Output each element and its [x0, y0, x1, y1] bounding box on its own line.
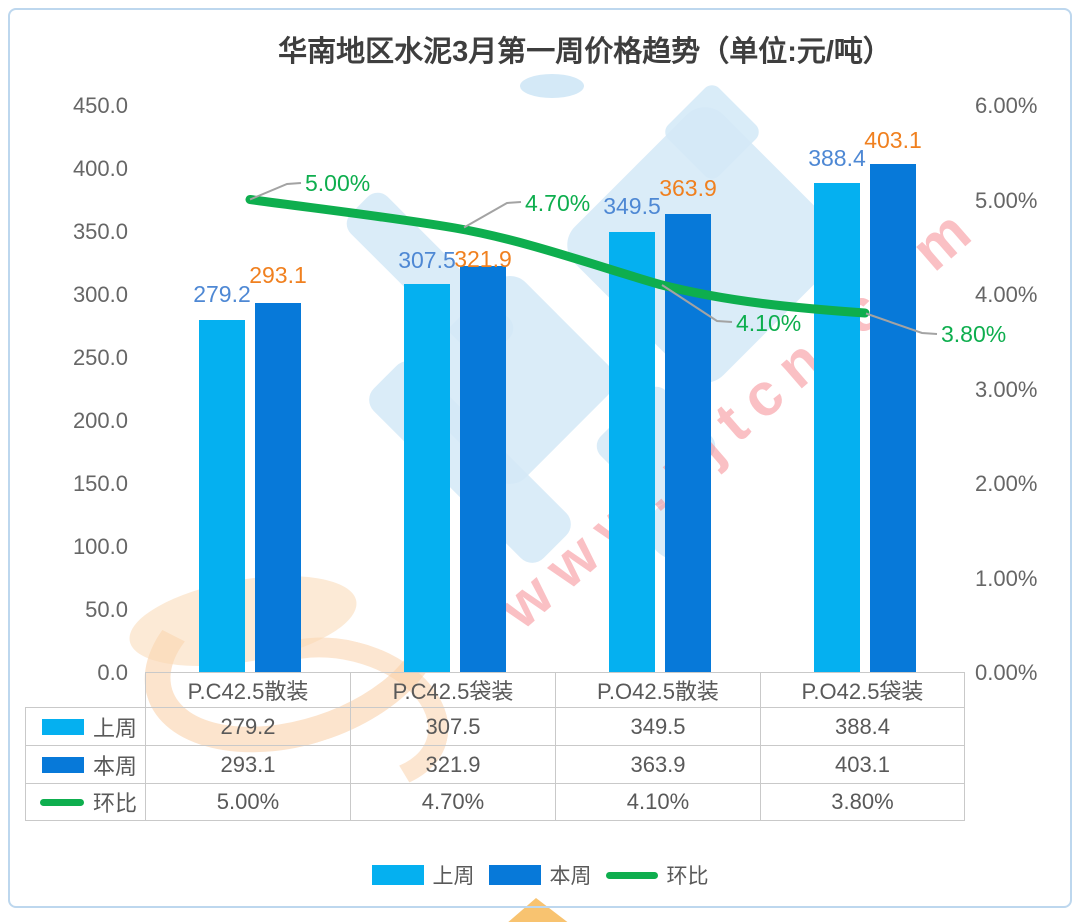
- data-label-this-2: 321.9: [454, 246, 512, 272]
- series-name: 环比: [92, 791, 137, 816]
- watermark-triangle-icon: [506, 898, 570, 922]
- prev-week-swatch-icon: [371, 865, 424, 885]
- table-header-cell: P.C42.5散装: [145, 672, 350, 707]
- table-cell: 4.10%: [555, 783, 760, 821]
- table-cell: 5.00%: [145, 783, 350, 821]
- table-cell: 388.4: [760, 707, 965, 745]
- data-label-this-4: 403.1: [864, 127, 922, 153]
- bar-prev-week-4: [814, 183, 860, 672]
- table-cell: 349.5: [555, 707, 760, 745]
- pct-annotation-1: 5.00%: [305, 170, 371, 196]
- right-axis-tick: 2.00%: [975, 471, 1038, 496]
- right-axis-tick: 3.00%: [975, 377, 1038, 402]
- left-axis-tick: 100.0: [72, 534, 128, 559]
- table-cell: 307.5: [350, 707, 555, 745]
- left-axis-tick: 400.0: [72, 156, 128, 181]
- legend-item-prev-week: 上周: [371, 860, 475, 890]
- table-row-header-pct-change: 环比: [25, 783, 145, 821]
- bar-this-week-3: [665, 214, 711, 672]
- table-cell: 4.70%: [350, 783, 555, 821]
- left-axis-tick: 450.0: [72, 93, 128, 118]
- left-axis-tick: 0.0: [97, 660, 128, 685]
- table-header-cell: P.C42.5袋装: [350, 672, 555, 707]
- legend-item-pct-change: 环比: [605, 860, 709, 890]
- data-label-this-3: 363.9: [659, 175, 717, 201]
- prev-week-swatch-icon: [41, 718, 84, 735]
- left-axis-tick: 200.0: [72, 408, 128, 433]
- watermark-blob-icon: [520, 74, 584, 98]
- table-cell: 293.1: [145, 745, 350, 783]
- left-axis-tick: 300.0: [72, 282, 128, 307]
- series-name: 本周: [92, 753, 137, 779]
- left-axis-tick: 350.0: [72, 219, 128, 244]
- pct-annotation-4: 3.80%: [941, 321, 1007, 347]
- bar-prev-week-2: [404, 284, 450, 672]
- table-cell: 321.9: [350, 745, 555, 783]
- pct-change-line-swatch-icon: [605, 871, 658, 879]
- right-axis-tick: 6.00%: [975, 93, 1038, 118]
- left-axis-tick: 50.0: [85, 597, 128, 622]
- table-cell: 279.2: [145, 707, 350, 745]
- chart-title: 华南地区水泥3月第一周价格趋势（单位:元/吨）: [278, 36, 892, 68]
- table-header-cell: P.O42.5散装: [555, 672, 760, 707]
- table-cell: 363.9: [555, 745, 760, 783]
- pct-change-line-swatch-icon: [39, 798, 84, 806]
- this-week-swatch-icon: [41, 756, 84, 773]
- data-table: P.C42.5散装 P.C42.5袋装 P.O42.5散装 P.O42.5袋装 …: [25, 672, 965, 821]
- table-row-header-this-week: 本周: [25, 745, 145, 783]
- bar-prev-week-1: [199, 320, 245, 672]
- table-cell: 3.80%: [760, 783, 965, 821]
- data-label-prev-4: 388.4: [808, 145, 866, 171]
- table-cell: 403.1: [760, 745, 965, 783]
- chart-legend: 上周 本周 环比: [0, 860, 1080, 890]
- bar-prev-week-3: [609, 232, 655, 672]
- legend-label: 环比: [666, 865, 709, 888]
- bar-this-week-4: [870, 164, 916, 672]
- left-axis-tick: 250.0: [72, 345, 128, 370]
- legend-label: 本周: [549, 865, 592, 888]
- right-axis-tick: 5.00%: [975, 188, 1038, 213]
- right-axis-tick: 0.00%: [975, 660, 1038, 685]
- this-week-swatch-icon: [488, 865, 541, 885]
- bar-this-week-2: [460, 266, 506, 672]
- pct-annotation-2: 4.70%: [525, 190, 591, 216]
- left-axis-tick: 150.0: [72, 471, 128, 496]
- table-header-cell: P.O42.5袋装: [760, 672, 965, 707]
- table-corner-cell: [25, 672, 145, 707]
- pct-annotation-3: 4.10%: [736, 310, 802, 336]
- bar-this-week-1: [255, 303, 301, 672]
- data-label-prev-1: 279.2: [193, 281, 251, 307]
- table-row-header-prev-week: 上周: [25, 707, 145, 745]
- series-name: 上周: [92, 715, 137, 741]
- right-axis-tick: 1.00%: [975, 566, 1038, 591]
- legend-label: 上周: [432, 865, 475, 888]
- right-axis-tick: 4.00%: [975, 282, 1038, 307]
- legend-item-this-week: 本周: [488, 860, 592, 890]
- data-label-this-1: 293.1: [249, 262, 307, 288]
